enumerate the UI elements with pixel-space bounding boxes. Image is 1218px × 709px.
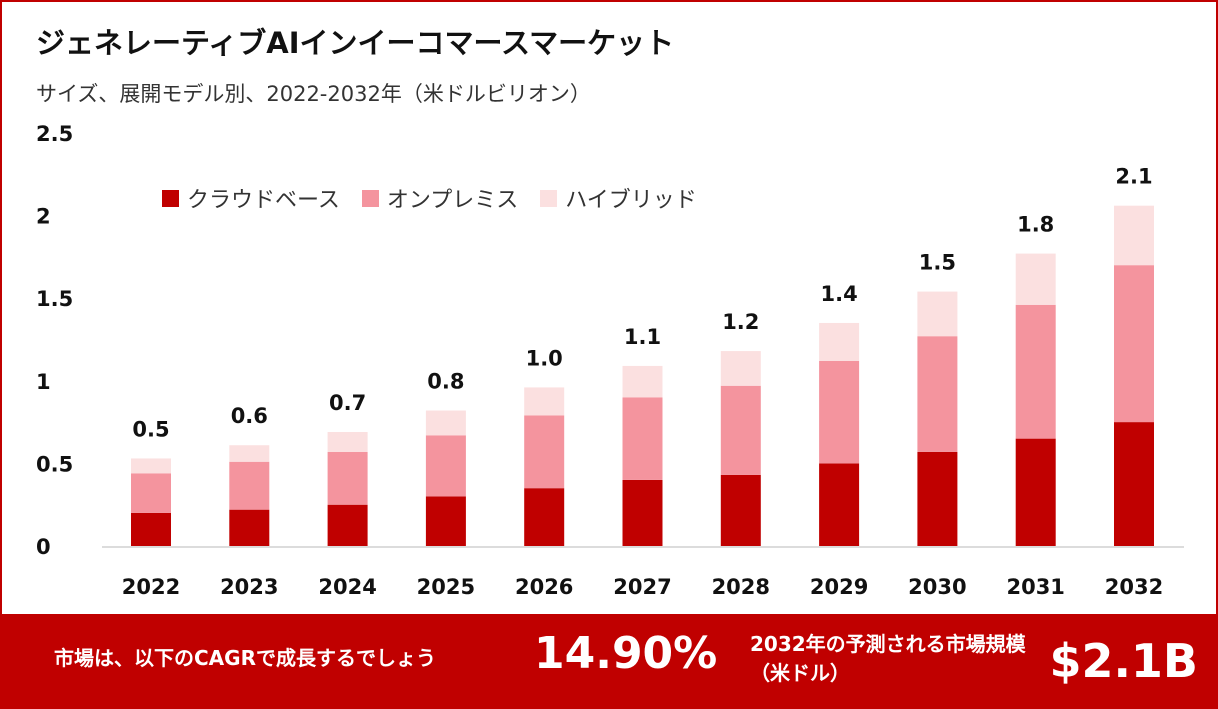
y-tick-label-4: 2 bbox=[36, 205, 51, 229]
total-label-2032: 2.1 bbox=[1115, 165, 1152, 189]
bar-segment-2031-0 bbox=[1015, 438, 1056, 546]
bar-segment-2022-0 bbox=[131, 512, 171, 546]
total-label-2024: 0.7 bbox=[329, 391, 366, 415]
bar-segment-2022-2 bbox=[131, 458, 171, 474]
x-tick-label-2030: 2030 bbox=[908, 575, 966, 599]
bar-segment-2024-0 bbox=[327, 504, 368, 546]
bar-segment-2025-0 bbox=[425, 496, 466, 546]
total-label-2028: 1.2 bbox=[722, 310, 759, 334]
bar-segment-2023-2 bbox=[229, 445, 270, 462]
bar-segment-2026-0 bbox=[524, 488, 565, 546]
cagr-label: 市場は、以下のCAGRで成長するでしょう bbox=[54, 646, 436, 670]
bar-group-2032: 2.1 bbox=[1114, 165, 1154, 546]
bar-segment-2032-1 bbox=[1114, 265, 1154, 423]
bar-segment-2030-1 bbox=[917, 336, 958, 452]
bar-segment-2029-1 bbox=[819, 360, 860, 464]
legend-item-onpremise: オンプレミス bbox=[361, 182, 519, 214]
bar-segment-2028-2 bbox=[720, 351, 761, 386]
chart-legend: クラウドベース オンプレミス ハイブリッド bbox=[162, 182, 697, 214]
bar-group-2028: 1.2 bbox=[720, 310, 761, 546]
total-label-2022: 0.5 bbox=[132, 417, 169, 441]
market-size-value: $2.1B bbox=[1049, 634, 1198, 688]
chart-subtitle: サイズ、展開モデル別、2022-2032年（米ドルビリオン） bbox=[36, 82, 591, 106]
x-tick-label-2028: 2028 bbox=[712, 575, 770, 599]
legend-label-onpremise: オンプレミス bbox=[386, 188, 519, 213]
total-label-2023: 0.6 bbox=[231, 404, 268, 428]
bar-segment-2028-0 bbox=[720, 474, 761, 546]
bar-group-2026: 1.0 bbox=[524, 346, 565, 546]
bar-segment-2030-0 bbox=[917, 451, 958, 546]
bar-segment-2023-0 bbox=[229, 509, 270, 546]
bar-segment-2030-2 bbox=[917, 291, 958, 337]
bar-segment-2029-0 bbox=[819, 463, 860, 546]
x-tick-label-2026: 2026 bbox=[515, 575, 573, 599]
y-tick-label-1: 0.5 bbox=[36, 452, 73, 476]
y-tick-label-3: 1.5 bbox=[36, 287, 73, 311]
legend-label-cloud: クラウドベース bbox=[187, 188, 340, 213]
bar-segment-2026-1 bbox=[524, 415, 565, 489]
bar-segment-2027-0 bbox=[622, 479, 663, 546]
x-tick-label-2032: 2032 bbox=[1105, 575, 1163, 599]
stacked-bar-chart: 0 0.5 1 1.5 2 2.5 0.5 0.6 0.7 0.8 1.0 1.1 1.2 1.4 1.5… bbox=[36, 122, 1184, 599]
bar-segment-2031-2 bbox=[1015, 253, 1056, 305]
bar-segment-2027-2 bbox=[622, 365, 663, 398]
bar-segment-2031-1 bbox=[1015, 304, 1056, 439]
x-tick-label-2025: 2025 bbox=[417, 575, 475, 599]
y-tick-label-2: 1 bbox=[36, 370, 51, 394]
x-tick-label-2031: 2031 bbox=[1006, 575, 1064, 599]
bar-segment-2025-2 bbox=[425, 410, 466, 436]
bar-segment-2027-1 bbox=[622, 397, 663, 480]
bar-segment-2029-2 bbox=[819, 322, 860, 361]
y-tick-label-0: 0 bbox=[36, 535, 51, 559]
bar-group-2022: 0.5 bbox=[131, 417, 171, 546]
legend-swatch-hybrid bbox=[540, 189, 558, 207]
x-tick-label-2029: 2029 bbox=[810, 575, 868, 599]
bar-group-2030: 1.5 bbox=[917, 251, 958, 546]
footer-banner: 市場は、以下のCAGRで成長するでしょう 14.90% 2032年の予測される市… bbox=[2, 614, 1216, 707]
bar-segment-2032-2 bbox=[1114, 205, 1154, 266]
bar-group-2025: 0.8 bbox=[425, 370, 466, 546]
bar-group-2027: 1.1 bbox=[622, 325, 663, 546]
x-tick-label-2023: 2023 bbox=[220, 575, 278, 599]
bar-segment-2026-2 bbox=[524, 387, 565, 416]
bar-segment-2028-1 bbox=[720, 385, 761, 475]
legend-label-hybrid: ハイブリッド bbox=[565, 188, 697, 213]
total-label-2029: 1.4 bbox=[820, 282, 857, 306]
total-label-2025: 0.8 bbox=[427, 370, 464, 394]
bar-segment-2025-1 bbox=[425, 435, 466, 497]
bar-segment-2032-0 bbox=[1114, 422, 1154, 546]
x-tick-label-2022: 2022 bbox=[122, 575, 180, 599]
legend-item-cloud: クラウドベース bbox=[162, 182, 340, 214]
bar-segment-2024-2 bbox=[327, 432, 368, 452]
bar-group-2031: 1.8 bbox=[1015, 213, 1056, 546]
y-tick-label-5: 2.5 bbox=[36, 122, 73, 146]
bar-segment-2022-1 bbox=[131, 473, 171, 513]
market-size-label: 2032年の予測される市場規模（米ドル） bbox=[750, 632, 1026, 685]
cagr-value: 14.90% bbox=[534, 628, 718, 679]
bar-groups: 0.5 0.6 0.7 0.8 1.0 1.1 1.2 1.4 1.5 1.8 2.1 bbox=[131, 165, 1154, 546]
legend-swatch-cloud bbox=[162, 189, 179, 207]
bar-group-2024: 0.7 bbox=[327, 391, 368, 546]
total-label-2030: 1.5 bbox=[919, 251, 956, 275]
total-label-2026: 1.0 bbox=[526, 346, 563, 370]
bar-group-2023: 0.6 bbox=[229, 404, 270, 546]
total-label-2031: 1.8 bbox=[1017, 213, 1054, 237]
chart-title: ジェネレーティブAIインイーコマースマーケット bbox=[36, 26, 675, 60]
x-tick-label-2027: 2027 bbox=[613, 575, 671, 599]
bar-group-2029: 1.4 bbox=[819, 282, 860, 546]
bar-segment-2023-1 bbox=[229, 461, 270, 510]
x-axis-tick-labels: 2022 2023 2024 2025 2026 2027 2028 2029 2030 2031… bbox=[122, 575, 1163, 599]
legend-swatch-onpremise bbox=[361, 189, 379, 207]
legend-item-hybrid: ハイブリッド bbox=[540, 182, 697, 214]
total-label-2027: 1.1 bbox=[624, 325, 661, 349]
x-tick-label-2024: 2024 bbox=[318, 575, 376, 599]
y-axis-tick-labels: 0 0.5 1 1.5 2 2.5 bbox=[36, 122, 73, 559]
bar-segment-2024-1 bbox=[327, 451, 368, 505]
